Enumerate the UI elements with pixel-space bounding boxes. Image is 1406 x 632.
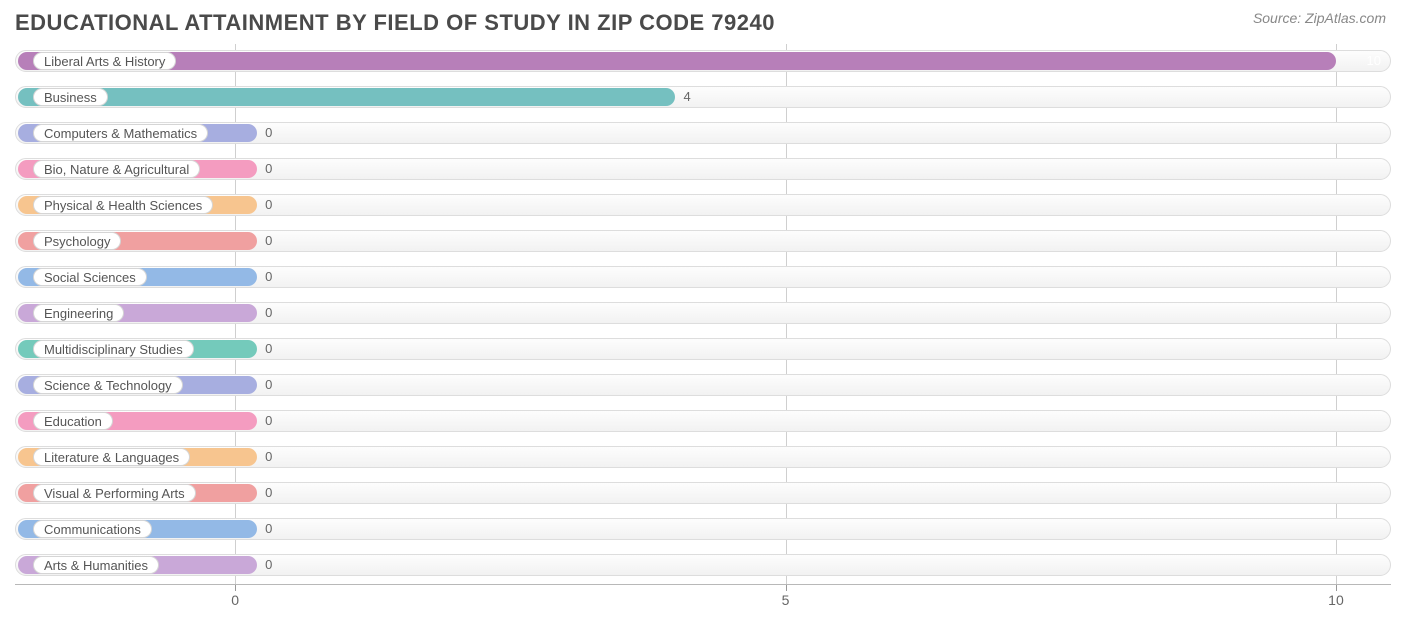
bar-row: Multidisciplinary Studies 0 <box>15 332 1391 365</box>
category-label: Psychology <box>33 232 121 250</box>
value-label: 0 <box>265 484 272 502</box>
bar-row: Visual & Performing Arts 0 <box>15 476 1391 509</box>
bar-fill <box>18 88 675 106</box>
chart-source: Source: ZipAtlas.com <box>1253 10 1386 26</box>
bar-row: Physical & Health Sciences 0 <box>15 188 1391 221</box>
bar-row: Literature & Languages 0 <box>15 440 1391 473</box>
x-tick <box>786 585 787 591</box>
category-label: Multidisciplinary Studies <box>33 340 194 358</box>
value-label: 0 <box>265 196 272 214</box>
bar-row: Computers & Mathematics 0 <box>15 116 1391 149</box>
bar-row: Psychology 0 <box>15 224 1391 257</box>
x-tick-label: 0 <box>231 592 239 608</box>
bar-row: Liberal Arts & History 10 <box>15 44 1391 77</box>
category-label: Computers & Mathematics <box>33 124 208 142</box>
bar-row: Science & Technology 0 <box>15 368 1391 401</box>
chart-title: EDUCATIONAL ATTAINMENT BY FIELD OF STUDY… <box>15 10 775 36</box>
value-label: 10 <box>1367 52 1381 70</box>
x-axis: 0 5 10 <box>15 584 1391 614</box>
bar-row: Social Sciences 0 <box>15 260 1391 293</box>
value-label: 0 <box>265 304 272 322</box>
category-label: Arts & Humanities <box>33 556 159 574</box>
value-label: 0 <box>265 340 272 358</box>
bar-row: Communications 0 <box>15 512 1391 545</box>
value-label: 0 <box>265 556 272 574</box>
x-tick <box>235 585 236 591</box>
category-label: Literature & Languages <box>33 448 190 466</box>
bar-row: Engineering 0 <box>15 296 1391 329</box>
value-label: 0 <box>265 124 272 142</box>
value-label: 0 <box>265 268 272 286</box>
x-tick-label: 10 <box>1328 592 1344 608</box>
category-label: Communications <box>33 520 152 538</box>
bar-fill <box>18 52 1336 70</box>
category-label: Physical & Health Sciences <box>33 196 213 214</box>
category-label: Liberal Arts & History <box>33 52 176 70</box>
value-label: 0 <box>265 448 272 466</box>
bar-row: Bio, Nature & Agricultural 0 <box>15 152 1391 185</box>
category-label: Social Sciences <box>33 268 147 286</box>
category-label: Business <box>33 88 108 106</box>
bar-row: Arts & Humanities 0 <box>15 548 1391 581</box>
value-label: 0 <box>265 232 272 250</box>
category-label: Bio, Nature & Agricultural <box>33 160 200 178</box>
bar-row: Education 0 <box>15 404 1391 437</box>
value-label: 4 <box>683 88 690 106</box>
bar-row: Business 4 <box>15 80 1391 113</box>
value-label: 0 <box>265 376 272 394</box>
x-tick-label: 5 <box>782 592 790 608</box>
value-label: 0 <box>265 412 272 430</box>
chart-header: EDUCATIONAL ATTAINMENT BY FIELD OF STUDY… <box>0 0 1406 44</box>
chart-plot-area: Liberal Arts & History 10 Business 4 Compute… <box>15 44 1391 584</box>
category-label: Science & Technology <box>33 376 183 394</box>
category-label: Visual & Performing Arts <box>33 484 196 502</box>
value-label: 0 <box>265 520 272 538</box>
category-label: Engineering <box>33 304 124 322</box>
category-label: Education <box>33 412 113 430</box>
value-label: 0 <box>265 160 272 178</box>
x-tick <box>1336 585 1337 591</box>
